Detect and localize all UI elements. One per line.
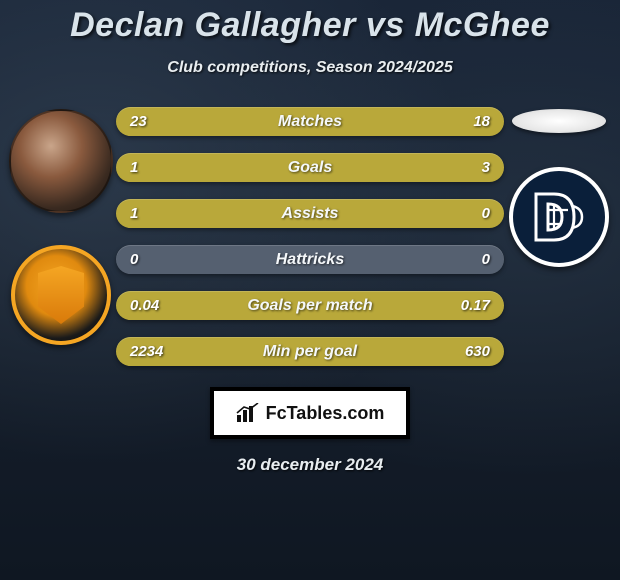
stat-bar: 1 Assists 0 (116, 199, 504, 228)
club-right-badge (509, 167, 609, 267)
branding-box[interactable]: FcTables.com (210, 387, 410, 439)
stat-bar: 1 Goals 3 (116, 153, 504, 182)
left-column (6, 107, 116, 345)
player-right-avatar (512, 109, 606, 133)
club-right-monogram-icon (524, 182, 594, 252)
stat-label: Goals (288, 159, 332, 177)
stat-value-left: 1 (130, 205, 170, 222)
club-left-badge (11, 245, 111, 345)
stat-bar: 0.04 Goals per match 0.17 (116, 291, 504, 320)
stat-bar: 2234 Min per goal 630 (116, 337, 504, 366)
right-column (504, 107, 614, 267)
stat-value-right: 630 (450, 343, 490, 360)
stat-value-right: 0 (450, 205, 490, 222)
date-line: 30 december 2024 (0, 455, 620, 475)
stats-column: 23 Matches 18 1 Goals 3 1 Assists 0 0 Hattricks 0 0.… (116, 107, 504, 366)
subtitle: Club competitions, Season 2024/2025 (0, 59, 620, 77)
stat-value-right: 3 (450, 159, 490, 176)
stat-label: Matches (278, 113, 342, 131)
stat-bar: 23 Matches 18 (116, 107, 504, 136)
stat-label: Assists (282, 205, 339, 223)
stat-value-right: 18 (450, 113, 490, 130)
stat-bar: 0 Hattricks 0 (116, 245, 504, 274)
page-title: Declan Gallagher vs McGhee (0, 0, 620, 45)
stat-value-left: 2234 (130, 343, 170, 360)
stat-label: Hattricks (276, 251, 344, 269)
stat-label: Min per goal (263, 343, 357, 361)
stat-value-right: 0 (450, 251, 490, 268)
branding-text: FcTables.com (266, 403, 385, 424)
chart-icon (236, 403, 260, 423)
stat-value-left: 0.04 (130, 297, 170, 314)
stat-value-right: 0.17 (450, 297, 490, 314)
comparison-row: 23 Matches 18 1 Goals 3 1 Assists 0 0 Hattricks 0 0.… (0, 107, 620, 366)
stat-value-left: 0 (130, 251, 170, 268)
stat-value-left: 23 (130, 113, 170, 130)
stat-value-left: 1 (130, 159, 170, 176)
stat-label: Goals per match (247, 297, 372, 315)
player-left-avatar (9, 109, 113, 213)
